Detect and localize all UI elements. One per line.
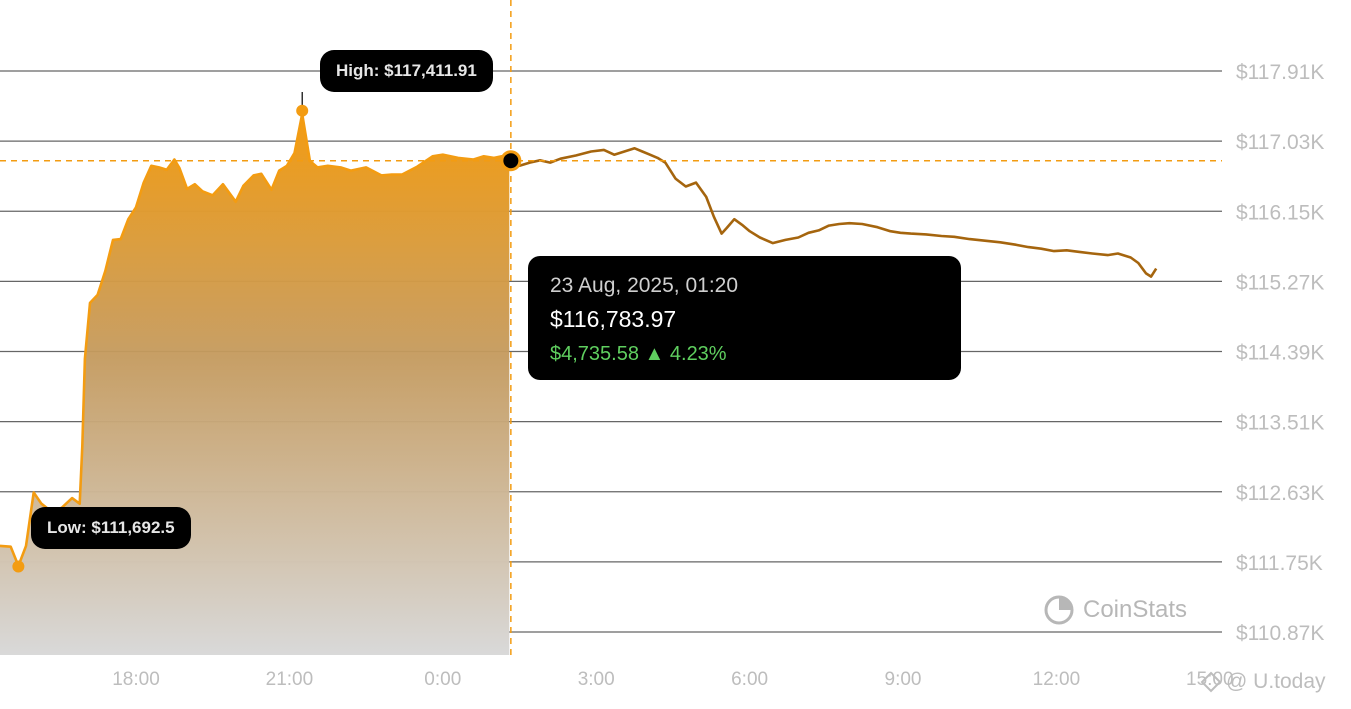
x-tick-label: 3:00 [578, 669, 615, 690]
x-tick-label: 21:00 [266, 669, 314, 690]
coinstats-watermark: CoinStats [1043, 594, 1187, 626]
y-axis-ticks: $117.91K $117.03K $116.15K $115.27K $114.39K… [1236, 61, 1324, 645]
high-label-prefix: High: [336, 61, 380, 80]
tooltip-date: 23 Aug, 2025, 01:20 [550, 274, 739, 297]
y-tick-label: $110.87K [1236, 622, 1324, 645]
high-marker [296, 104, 309, 117]
y-tick-label: $117.03K [1236, 131, 1324, 154]
x-tick-label: 0:00 [424, 669, 461, 690]
coinstats-logo-icon [1044, 595, 1074, 625]
markers [0, 0, 1222, 655]
y-tick-label: $116.15K [1236, 201, 1324, 224]
x-tick-label: 15:00 [1186, 669, 1234, 690]
low-label: Low: $111,692.5 [31, 507, 191, 549]
credit-text: @ U.today [1226, 670, 1326, 693]
x-axis-ticks: 18:00 21:00 0:00 3:00 6:00 9:00 12:00 15:00 [112, 669, 1233, 690]
hover-tooltip: 23 Aug, 2025, 01:20 $116,783.97 $4,735.5… [528, 256, 961, 380]
y-tick-label: $111.75K [1236, 552, 1323, 575]
price-area-fill [0, 114, 510, 655]
y-tick-label: $114.39K [1236, 342, 1324, 365]
tooltip-price: $116,783.97 [550, 306, 677, 332]
y-tick-label: $115.27K [1236, 271, 1324, 294]
x-tick-label: 18:00 [112, 669, 160, 690]
tooltip-change: $4,735.58 ▲ 4.23% [550, 343, 727, 365]
high-label: High: $117,411.91 [320, 50, 493, 92]
x-tick-label: 12:00 [1033, 669, 1081, 690]
price-area [0, 114, 510, 655]
y-tick-label: $117.91K [1236, 61, 1324, 84]
x-tick-label: 9:00 [885, 669, 922, 690]
future-price-line [510, 147, 1158, 278]
x-tick-label: 6:00 [731, 669, 768, 690]
utoday-logo-icon [1200, 671, 1222, 693]
hover-marker [500, 150, 522, 172]
y-tick-label: $113.51K [1236, 412, 1324, 435]
watermark-text: CoinStats [1083, 596, 1188, 623]
source-credit: @ U.today [1200, 670, 1326, 694]
past-price-line [0, 112, 510, 568]
low-label-value: $111,692.5 [91, 518, 175, 537]
high-label-value: $117,411.91 [384, 61, 477, 80]
price-lines [0, 112, 1158, 568]
low-label-prefix: Low: [47, 518, 87, 537]
y-tick-label: $112.63K [1236, 482, 1324, 505]
low-marker [12, 560, 25, 573]
